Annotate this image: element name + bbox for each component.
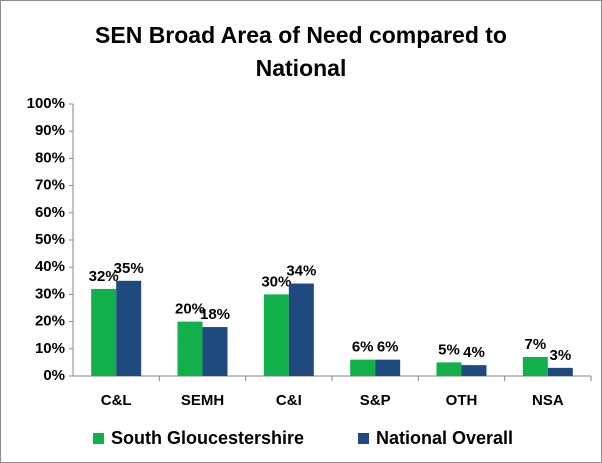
- data-label: 7%: [524, 336, 546, 353]
- data-label: 6%: [352, 339, 374, 356]
- x-tick-label: S&P: [360, 392, 391, 409]
- data-label: 30%: [261, 273, 291, 290]
- x-tick-label: NSA: [532, 392, 564, 409]
- x-tick-label: C&L: [101, 392, 132, 409]
- x-tick-label: OTH: [446, 392, 478, 409]
- bar: [350, 359, 376, 376]
- bar: [375, 359, 401, 376]
- y-tick-label: 10%: [35, 340, 65, 357]
- y-tick-label: 40%: [35, 258, 65, 275]
- y-tick-label: 30%: [35, 285, 65, 302]
- bar: [547, 367, 573, 376]
- bar: [177, 321, 203, 376]
- data-label: 5%: [438, 341, 460, 358]
- bar: [288, 283, 314, 376]
- legend-label: National Overall: [376, 428, 513, 448]
- y-tick-label: 100%: [27, 95, 65, 112]
- bar: [202, 327, 228, 376]
- y-tick-label: 0%: [43, 367, 65, 384]
- legend-label: South Gloucestershire: [111, 428, 304, 448]
- data-label: 34%: [286, 262, 316, 279]
- bar: [461, 365, 487, 376]
- y-tick-label: 60%: [35, 204, 65, 221]
- y-tick-label: 70%: [35, 177, 65, 194]
- legend-swatch: [93, 433, 104, 444]
- x-tick-label: C&I: [276, 392, 302, 409]
- data-label: 20%: [175, 301, 205, 318]
- chart-title: SEN Broad Area of Need compared to Natio…: [95, 22, 507, 81]
- data-label: 4%: [463, 344, 485, 361]
- x-tick-label: SEMH: [181, 392, 224, 409]
- bar: [436, 362, 462, 376]
- bar: [263, 294, 289, 376]
- data-label: 18%: [200, 306, 230, 323]
- y-tick-label: 50%: [35, 231, 65, 248]
- data-label: 32%: [89, 268, 119, 285]
- data-label: 3%: [549, 347, 571, 364]
- y-tick-label: 80%: [35, 149, 65, 166]
- y-tick-label: 90%: [35, 122, 65, 139]
- data-label: 6%: [377, 339, 399, 356]
- data-label: 35%: [114, 260, 144, 277]
- bar: [116, 280, 142, 376]
- bar: [91, 288, 117, 376]
- y-tick-label: 20%: [35, 313, 65, 330]
- legend-swatch: [358, 433, 369, 444]
- bar: [522, 356, 548, 376]
